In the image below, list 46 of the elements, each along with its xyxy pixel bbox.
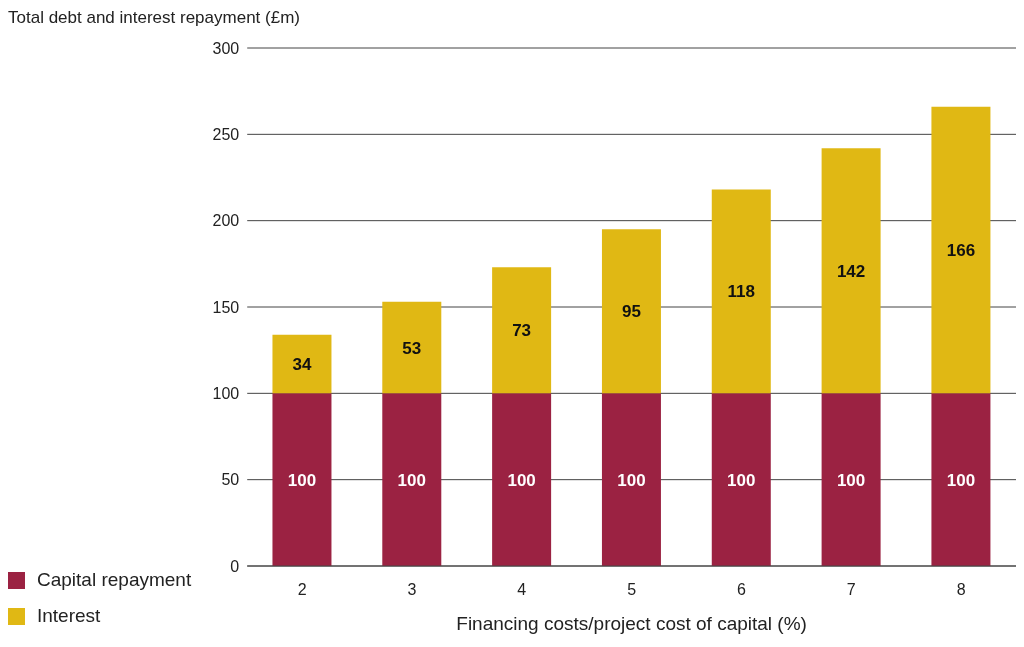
legend-label: Interest (37, 605, 101, 626)
x-tick-label: 2 (297, 581, 307, 599)
data-label: 100 (397, 470, 426, 490)
y-tick-label: 300 (212, 39, 240, 57)
y-tick-label: 100 (212, 385, 240, 403)
data-label: 142 (836, 261, 866, 281)
y-tick-label: 250 (212, 126, 240, 144)
bar (272, 334, 332, 394)
bar (821, 148, 881, 394)
x-tick-label: 7 (846, 581, 856, 599)
bar (601, 229, 661, 394)
bar (821, 393, 881, 566)
x-tick-label: 6 (736, 581, 746, 599)
data-label: 166 (946, 241, 976, 261)
x-tick-label: 5 (627, 581, 637, 599)
data-label: 100 (727, 470, 756, 490)
x-tick-label: 4 (517, 581, 527, 599)
legend-label: Capital repayment (37, 569, 192, 590)
y-tick-label: 50 (221, 471, 240, 489)
data-label: 95 (621, 302, 641, 322)
data-label: 100 (507, 470, 536, 490)
data-label: 100 (836, 470, 866, 490)
data-label: 100 (617, 470, 646, 490)
bar (931, 106, 991, 394)
bar (382, 393, 442, 566)
bar (931, 393, 991, 566)
x-axis-title: Financing costs/project cost of capital (%) (456, 613, 807, 634)
data-label: 34 (292, 355, 312, 375)
y-tick-label: 0 (230, 557, 240, 575)
y-tick-label: 200 (212, 212, 240, 230)
y-tick-label: 150 (212, 298, 240, 316)
bar (382, 301, 442, 394)
y-axis-title: Total debt and interest repayment (£m) (8, 8, 301, 29)
bar (711, 189, 771, 394)
x-tick-label: 3 (407, 581, 417, 599)
data-label: 73 (512, 321, 532, 341)
bar (272, 393, 332, 566)
data-label: 100 (946, 470, 976, 490)
bar (601, 393, 661, 566)
data-label: 100 (287, 470, 317, 490)
bar (492, 393, 552, 566)
x-tick-label: 8 (956, 581, 966, 599)
data-label: 53 (402, 338, 422, 358)
bar (492, 267, 552, 394)
data-label: 118 (727, 282, 755, 302)
bar (711, 393, 771, 566)
